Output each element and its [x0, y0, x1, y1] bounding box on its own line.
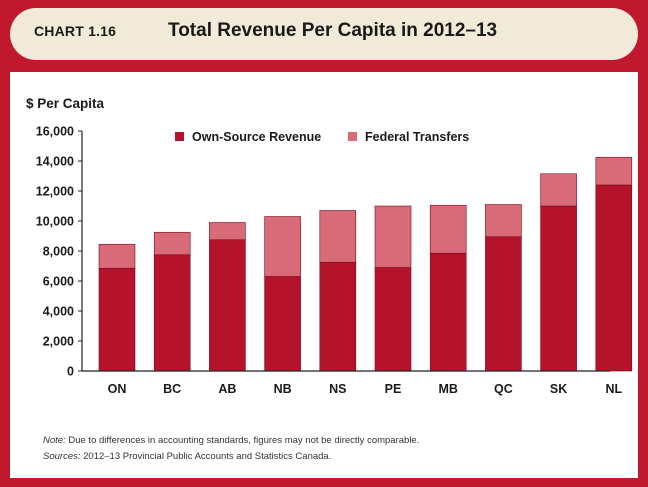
- x-tick-label: AB: [218, 382, 236, 396]
- y-axis: 0 2,000 4,000 6,000 8,000 10,000 12,000 14,000 1…: [36, 125, 83, 379]
- note-text: Due to differences in accounting standar…: [65, 435, 420, 446]
- y-tick-label: 16,000: [36, 125, 74, 139]
- x-axis: ON BC AB NB NS PE MB QC SK NL: [82, 370, 622, 396]
- bar-federal-transfers: [374, 205, 412, 268]
- legend-label: Own-Source Revenue: [192, 130, 321, 144]
- note-label: Note:: [43, 435, 66, 446]
- legend-swatch: [175, 132, 184, 141]
- x-tick-label: SK: [550, 382, 567, 396]
- x-tick-label: ON: [108, 382, 127, 396]
- bar-federal-transfers: [153, 231, 191, 256]
- bar-own-source: [595, 184, 633, 372]
- bar-own-source: [429, 252, 467, 372]
- x-tick-label: NB: [274, 382, 292, 396]
- chart-header: [10, 8, 638, 60]
- bar-federal-transfers: [319, 210, 357, 263]
- y-tick-label: 0: [67, 365, 74, 379]
- y-tick-label: 14,000: [36, 155, 74, 169]
- bar-own-source: [264, 276, 301, 372]
- bar-federal-transfers: [429, 204, 467, 254]
- y-tick-label: 8,000: [43, 245, 74, 259]
- sources-label: Sources:: [43, 451, 81, 462]
- y-tick-label: 6,000: [43, 275, 74, 289]
- bar-federal-transfers: [540, 173, 577, 207]
- legend-swatch: [348, 132, 357, 141]
- chart-title: Total Revenue Per Capita in 2012–13: [168, 20, 498, 41]
- x-tick-label: QC: [494, 382, 513, 396]
- chart-number: CHART 1.16: [34, 23, 117, 39]
- bar-own-source: [540, 205, 577, 372]
- chart-panel: $ Per Capita Own-Source Revenue Federal T…: [10, 72, 638, 478]
- y-tick-label: 10,000: [36, 215, 74, 229]
- y-tick-label: 2,000: [43, 335, 74, 349]
- sources-line: Sources: 2012–13 Provincial Public Accou…: [43, 451, 331, 462]
- stacked-bar-chart: $ Per Capita Own-Source Revenue Federal T…: [26, 96, 633, 396]
- x-tick-label: BC: [163, 382, 181, 396]
- note-line: Note: Due to differences in accounting s…: [43, 435, 419, 446]
- bars: [98, 156, 633, 372]
- bar-federal-transfers: [595, 156, 633, 186]
- bar-own-source: [153, 254, 191, 372]
- bar-federal-transfers: [209, 222, 246, 241]
- bar-federal-transfers: [264, 216, 301, 277]
- bar-own-source: [319, 261, 357, 372]
- chart-legend: Own-Source Revenue Federal Transfers: [175, 130, 469, 144]
- bar-own-source: [209, 239, 246, 372]
- bar-own-source: [485, 236, 522, 372]
- x-tick-label: NS: [329, 382, 346, 396]
- bar-federal-transfers: [98, 243, 136, 269]
- bar-own-source: [98, 267, 136, 372]
- sources-text: 2012–13 Provincial Public Accounts and S…: [80, 451, 332, 462]
- legend-label: Federal Transfers: [365, 130, 469, 144]
- y-tick-label: 4,000: [43, 305, 74, 319]
- y-tick-label: 12,000: [36, 185, 74, 199]
- bar-federal-transfers: [485, 204, 522, 238]
- x-tick-label: MB: [438, 382, 457, 396]
- y-axis-label: $ Per Capita: [26, 96, 105, 111]
- x-tick-label: NL: [605, 382, 622, 396]
- bar-own-source: [374, 267, 412, 372]
- x-tick-label: PE: [385, 382, 402, 396]
